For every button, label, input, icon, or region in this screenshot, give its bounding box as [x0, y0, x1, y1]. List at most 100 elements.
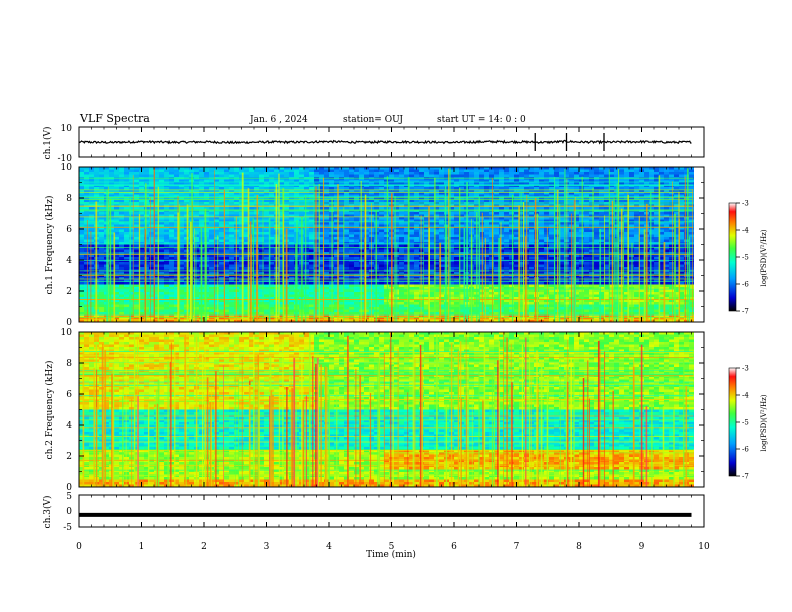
- spectrogram-cell: [669, 257, 675, 261]
- spectrogram-cell: [699, 262, 704, 266]
- spectrogram-cell: [414, 262, 420, 266]
- spectrogram-cell: [134, 244, 140, 248]
- spectrogram-cell: [364, 199, 370, 203]
- spectrogram-cell: [239, 234, 245, 238]
- spectrogram-cell: [544, 207, 550, 211]
- spectrogram-cell: [434, 222, 440, 226]
- spectrogram-cell: [654, 217, 660, 221]
- spectrogram-cell: [494, 227, 500, 231]
- spectrogram-cell: [279, 184, 285, 188]
- spectrogram-cell: [684, 219, 690, 223]
- spectrogram-cell: [319, 199, 325, 203]
- spectrogram-cell: [459, 259, 465, 263]
- spectrogram-cell: [174, 182, 180, 186]
- spectrogram-cell: [509, 179, 515, 183]
- spectrogram-cell: [694, 209, 700, 213]
- spectrogram-cell: [294, 214, 300, 218]
- spectrogram-cell: [149, 214, 155, 218]
- spectrogram-cell: [239, 262, 245, 266]
- spectrogram-cell: [214, 224, 220, 228]
- spectrogram-cell: [459, 184, 465, 188]
- spectrogram-cell: [559, 189, 565, 193]
- spectrogram-cell: [344, 234, 350, 238]
- spectrogram-cell: [374, 202, 380, 206]
- spectrogram-cell: [434, 172, 440, 176]
- spectrogram-cell: [589, 252, 595, 256]
- spectrogram-cell: [129, 247, 135, 251]
- spectrogram-cell: [344, 169, 350, 173]
- spectrogram-cell: [194, 262, 200, 266]
- spectrogram-cell: [359, 184, 365, 188]
- spectrogram-cell: [334, 234, 340, 238]
- spectrogram-cell: [319, 262, 325, 266]
- spectrogram-cell: [699, 234, 704, 238]
- spectrogram-cell: [344, 232, 350, 236]
- spectrogram-cell: [549, 264, 555, 268]
- spectrogram-cell: [169, 257, 175, 261]
- spectrogram-cell: [654, 212, 660, 216]
- spectrogram-cell: [89, 229, 95, 233]
- spectrogram-cell: [549, 217, 555, 221]
- spectrogram-cell: [429, 262, 435, 266]
- spectrogram-cell: [529, 227, 535, 231]
- spectrogram-cell: [79, 167, 85, 171]
- spectrogram-cell: [314, 257, 320, 261]
- spectrogram-cell: [359, 249, 365, 253]
- spectrogram-cell: [224, 234, 230, 238]
- spectrogram-cell: [159, 187, 165, 191]
- spectrogram-cell: [639, 232, 645, 236]
- spectrogram-cell: [384, 262, 390, 266]
- spectrogram-cell: [254, 179, 260, 183]
- spectrogram-cell: [164, 252, 170, 256]
- spectrogram-cell: [99, 184, 105, 188]
- spectrogram-cell: [164, 174, 170, 178]
- spectrogram-cell: [99, 214, 105, 218]
- spectrogram-cell: [484, 244, 490, 248]
- spectrogram-cell: [544, 219, 550, 223]
- spectrogram-cell: [164, 192, 170, 196]
- spectrogram-cell: [509, 212, 515, 216]
- spectrogram-cell: [134, 207, 140, 211]
- spectrogram-cell: [99, 189, 105, 193]
- spectrogram-cell: [569, 212, 575, 216]
- spectrogram-cell: [409, 199, 415, 203]
- spectrogram-cell: [554, 197, 560, 201]
- spectrogram-cell: [264, 257, 270, 261]
- spectrogram-cell: [289, 189, 295, 193]
- spectrogram-cell: [509, 257, 515, 261]
- spectrogram-cell: [249, 222, 255, 226]
- spectrogram-cell: [514, 244, 520, 248]
- spectrogram-cell: [154, 227, 160, 231]
- spectrogram-cell: [414, 172, 420, 176]
- spectrogram-cell: [644, 179, 650, 183]
- spectrogram-cell: [174, 202, 180, 206]
- spectrogram-cell: [339, 207, 345, 211]
- spectrogram-cell: [114, 257, 120, 261]
- spectrogram-cell: [384, 264, 390, 268]
- spectrogram-cell: [699, 219, 704, 223]
- spectrogram-cell: [604, 167, 610, 171]
- spectrogram-cell: [699, 187, 704, 191]
- spectrogram-cell: [449, 244, 455, 248]
- spectrogram-cell: [484, 214, 490, 218]
- spectrogram-cell: [409, 219, 415, 223]
- spectrogram-cell: [174, 174, 180, 178]
- spectrogram-cell: [514, 212, 520, 216]
- spectrogram-cell: [114, 207, 120, 211]
- spectrogram-cell: [429, 179, 435, 183]
- spectrogram-cell: [249, 224, 255, 228]
- spectrogram-cell: [544, 264, 550, 268]
- spectrogram-cell: [484, 249, 490, 253]
- spectrogram-cell: [679, 192, 685, 196]
- spectrogram-cell: [569, 192, 575, 196]
- spectrogram-cell: [679, 179, 685, 183]
- spectrogram-cell: [389, 189, 395, 193]
- spectrogram-cell: [494, 212, 500, 216]
- spectrogram-cell: [349, 232, 355, 236]
- spectrogram-cell: [534, 167, 540, 171]
- spectrogram-cell: [484, 174, 490, 178]
- spectrogram-cell: [629, 227, 635, 231]
- spectrogram-cell: [679, 207, 685, 211]
- spectrogram-cell: [229, 254, 235, 258]
- spectrogram-cell: [434, 197, 440, 201]
